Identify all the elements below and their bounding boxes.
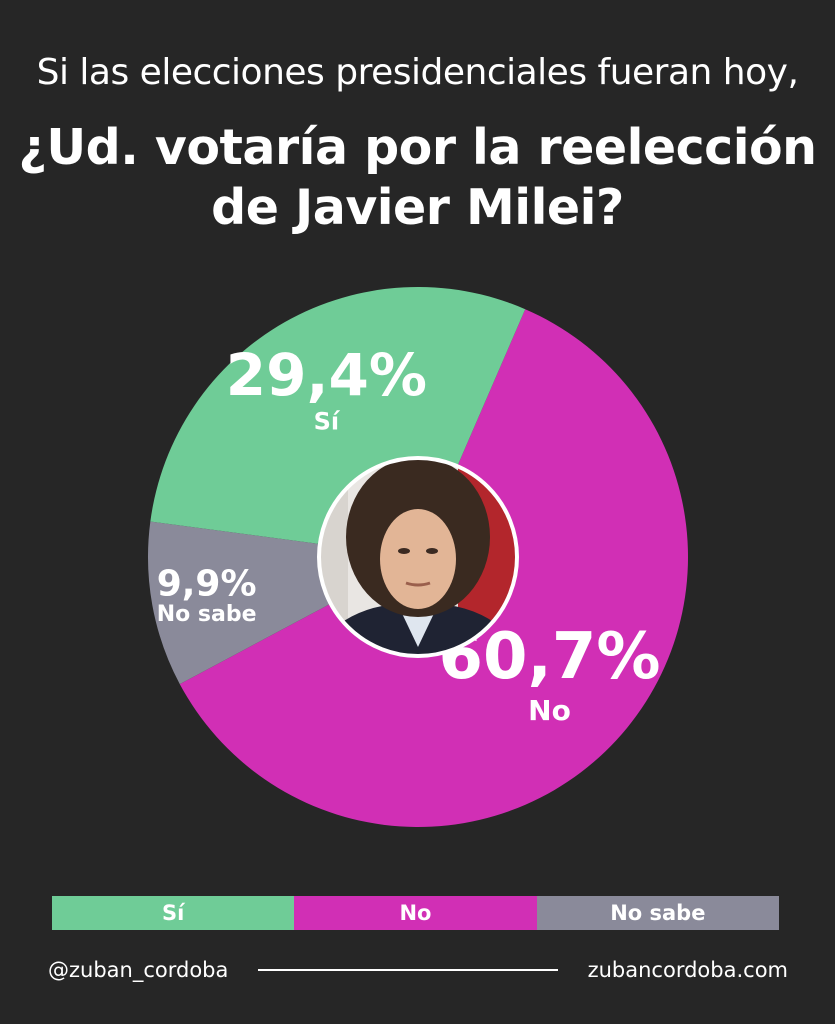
social-handle[interactable]: @zuban_cordoba bbox=[48, 958, 229, 982]
footer-divider bbox=[258, 969, 558, 971]
website-link[interactable]: zubancordoba.com bbox=[587, 958, 788, 982]
legend-label-no: No bbox=[399, 901, 432, 925]
chart-title-line-1: ¿Ud. votaría por la reelección bbox=[18, 119, 817, 176]
value-label-si: 29,4% bbox=[226, 341, 427, 409]
chart-title: ¿Ud. votaría por la reelección de Javier… bbox=[0, 118, 835, 238]
legend-item-si: Sí bbox=[52, 896, 295, 930]
legend: Sí No No sabe bbox=[52, 896, 779, 930]
chart-title-line-2: de Javier Milei? bbox=[211, 179, 624, 236]
legend-label-si: Sí bbox=[162, 901, 185, 925]
slice-si bbox=[150, 287, 526, 544]
category-label-no: No bbox=[528, 694, 571, 727]
category-label-no-sabe: No sabe bbox=[157, 602, 257, 627]
footer: @zuban_cordoba zubancordoba.com bbox=[48, 955, 788, 985]
legend-item-no-sabe: No sabe bbox=[536, 896, 779, 930]
legend-label-no-sabe: No sabe bbox=[610, 901, 706, 925]
slice-no-sabe bbox=[147, 521, 330, 685]
portrait-ring bbox=[317, 456, 519, 658]
chart-subtitle: Si las elecciones presidenciales fueran … bbox=[36, 52, 799, 93]
slice-no bbox=[179, 309, 688, 827]
category-label-si: Sí bbox=[314, 408, 341, 436]
value-label-no-sabe: 9,9% bbox=[157, 563, 257, 604]
legend-item-no: No bbox=[294, 896, 537, 930]
